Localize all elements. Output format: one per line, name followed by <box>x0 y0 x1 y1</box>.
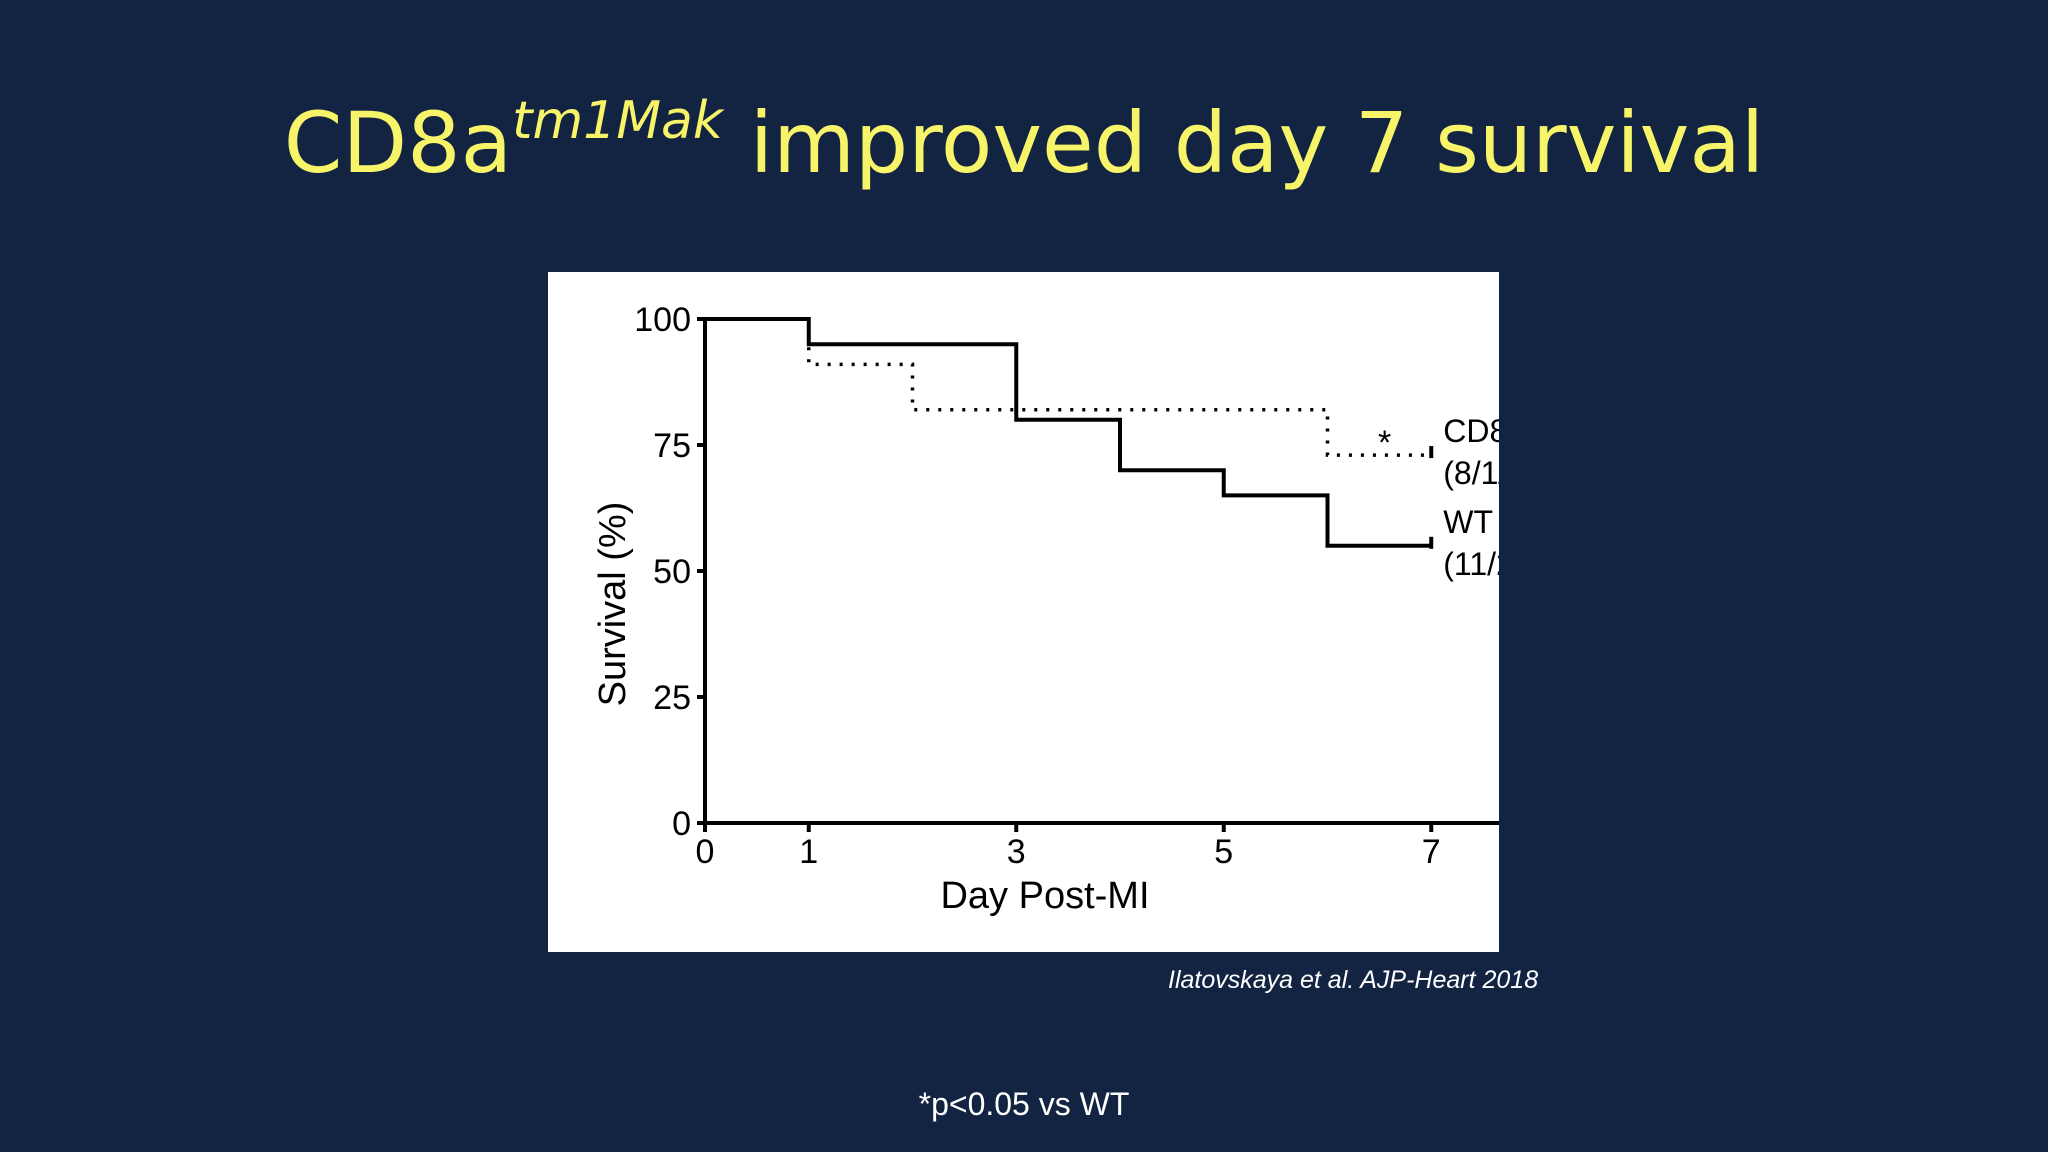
y-tick-label: 75 <box>653 427 691 465</box>
series-label: WT <box>1443 504 1493 540</box>
y-tick-label: 100 <box>634 301 691 339</box>
citation: Ilatovskaya et al. AJP-Heart 2018 <box>1168 966 1539 994</box>
survival-chart: 0 25 50 75 100 0 1 3 5 7 Day Post-MI Survival (%) W… <box>592 301 1499 917</box>
chart-series <box>705 317 1434 549</box>
footnote: *p<0.05 vs WT <box>918 1086 1130 1122</box>
x-tick-label: 0 <box>696 833 715 871</box>
series-count: (11/20) <box>1443 546 1499 582</box>
y-axis-label: Survival (%) <box>592 502 634 707</box>
series-count: (8/11) <box>1443 455 1499 491</box>
chart-axes: 0 25 50 75 100 0 1 3 5 7 <box>634 301 1499 871</box>
series-label: CD8atm1Mak <box>1443 413 1499 449</box>
title-rest: improved day 7 survival <box>723 94 1765 192</box>
title-main: CD8a <box>283 94 513 192</box>
x-tick-label: 5 <box>1214 833 1233 871</box>
title-superscript: tm1Mak <box>512 91 724 151</box>
x-tick-label: 1 <box>799 833 818 871</box>
y-tick-label: 0 <box>672 805 691 843</box>
series-line-cd8a <box>705 317 1432 457</box>
slide-title: CD8atm1Mak improved day 7 survival <box>0 88 2048 210</box>
x-axis-label: Day Post-MI <box>940 875 1149 917</box>
significance-asterisk: * <box>1378 424 1391 462</box>
series-line-wt <box>705 317 1432 548</box>
y-tick-label: 25 <box>653 679 691 717</box>
x-tick-label: 3 <box>1007 833 1026 871</box>
figure-panel: 0 25 50 75 100 0 1 3 5 7 Day Post-MI Survival (%) W… <box>548 272 1499 952</box>
x-tick-label: 7 <box>1422 833 1441 871</box>
chart-labels: Day Post-MI Survival (%) WT (11/20) CD8atm1M… <box>592 413 1499 917</box>
y-tick-label: 50 <box>653 553 691 591</box>
